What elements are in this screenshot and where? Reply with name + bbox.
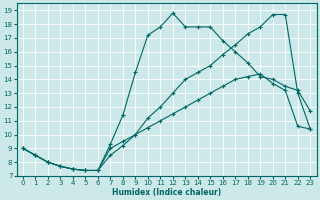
X-axis label: Humidex (Indice chaleur): Humidex (Indice chaleur) (112, 188, 221, 197)
